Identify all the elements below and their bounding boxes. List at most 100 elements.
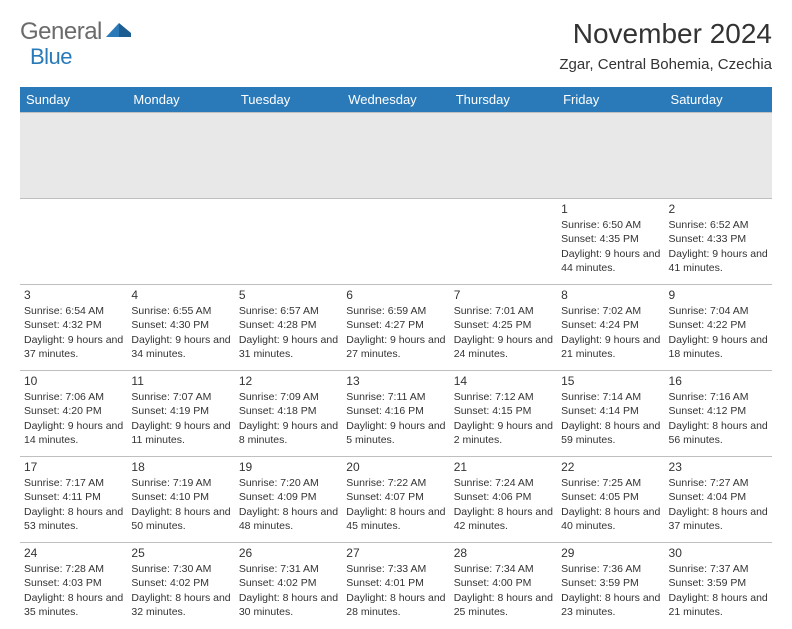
- sunrise-line: Sunrise: 7:34 AM: [454, 562, 553, 576]
- daylight-line: Daylight: 9 hours and 27 minutes.: [346, 333, 445, 361]
- empty-cell: [127, 199, 234, 285]
- sunset-line: Sunset: 4:02 PM: [131, 576, 230, 590]
- sunrise-line: Sunrise: 7:06 AM: [24, 390, 123, 404]
- sunset-line: Sunset: 4:18 PM: [239, 404, 338, 418]
- day-cell: 18Sunrise: 7:19 AMSunset: 4:10 PMDayligh…: [127, 457, 234, 543]
- day-header: Wednesday: [342, 87, 449, 113]
- sunset-line: Sunset: 3:59 PM: [669, 576, 768, 590]
- day-cell: 23Sunrise: 7:27 AMSunset: 4:04 PMDayligh…: [665, 457, 772, 543]
- sunset-line: Sunset: 4:24 PM: [561, 318, 660, 332]
- day-number: 26: [239, 545, 338, 561]
- daylight-line: Daylight: 8 hours and 35 minutes.: [24, 591, 123, 619]
- sunset-line: Sunset: 4:15 PM: [454, 404, 553, 418]
- sunrise-line: Sunrise: 7:17 AM: [24, 476, 123, 490]
- day-cell: 9Sunrise: 7:04 AMSunset: 4:22 PMDaylight…: [665, 285, 772, 371]
- sunset-line: Sunset: 4:33 PM: [669, 232, 768, 246]
- sunrise-line: Sunrise: 6:50 AM: [561, 218, 660, 232]
- day-number: 21: [454, 459, 553, 475]
- sunset-line: Sunset: 4:04 PM: [669, 490, 768, 504]
- sunset-line: Sunset: 4:05 PM: [561, 490, 660, 504]
- sunset-line: Sunset: 4:20 PM: [24, 404, 123, 418]
- daylight-line: Daylight: 8 hours and 37 minutes.: [669, 505, 768, 533]
- day-header: Sunday: [20, 87, 127, 113]
- day-number: 27: [346, 545, 445, 561]
- day-cell: 24Sunrise: 7:28 AMSunset: 4:03 PMDayligh…: [20, 543, 127, 629]
- sunrise-line: Sunrise: 6:54 AM: [24, 304, 123, 318]
- day-cell: 8Sunrise: 7:02 AMSunset: 4:24 PMDaylight…: [557, 285, 664, 371]
- day-number: 17: [24, 459, 123, 475]
- day-number: 9: [669, 287, 768, 303]
- day-cell: 22Sunrise: 7:25 AMSunset: 4:05 PMDayligh…: [557, 457, 664, 543]
- daylight-line: Daylight: 8 hours and 48 minutes.: [239, 505, 338, 533]
- sunset-line: Sunset: 4:19 PM: [131, 404, 230, 418]
- daylight-line: Daylight: 8 hours and 42 minutes.: [454, 505, 553, 533]
- sunrise-line: Sunrise: 7:24 AM: [454, 476, 553, 490]
- day-number: 29: [561, 545, 660, 561]
- day-number: 28: [454, 545, 553, 561]
- day-cell: 2Sunrise: 6:52 AMSunset: 4:33 PMDaylight…: [665, 199, 772, 285]
- sunset-line: Sunset: 4:14 PM: [561, 404, 660, 418]
- sunset-line: Sunset: 4:32 PM: [24, 318, 123, 332]
- sunrise-line: Sunrise: 7:33 AM: [346, 562, 445, 576]
- header: General November 2024 Zgar, Central Bohe…: [20, 18, 772, 73]
- day-number: 10: [24, 373, 123, 389]
- spacer-row: [20, 113, 772, 199]
- day-cell: 12Sunrise: 7:09 AMSunset: 4:18 PMDayligh…: [235, 371, 342, 457]
- week-row: 3Sunrise: 6:54 AMSunset: 4:32 PMDaylight…: [20, 285, 772, 371]
- title-block: November 2024 Zgar, Central Bohemia, Cze…: [559, 18, 772, 73]
- day-cell: 26Sunrise: 7:31 AMSunset: 4:02 PMDayligh…: [235, 543, 342, 629]
- sunset-line: Sunset: 4:28 PM: [239, 318, 338, 332]
- day-cell: 17Sunrise: 7:17 AMSunset: 4:11 PMDayligh…: [20, 457, 127, 543]
- sunrise-line: Sunrise: 7:25 AM: [561, 476, 660, 490]
- day-header: Saturday: [665, 87, 772, 113]
- location-text: Zgar, Central Bohemia, Czechia: [559, 56, 772, 73]
- daylight-line: Daylight: 9 hours and 14 minutes.: [24, 419, 123, 447]
- daylight-line: Daylight: 8 hours and 50 minutes.: [131, 505, 230, 533]
- day-number: 20: [346, 459, 445, 475]
- empty-cell: [20, 199, 127, 285]
- sunset-line: Sunset: 4:06 PM: [454, 490, 553, 504]
- daylight-line: Daylight: 9 hours and 37 minutes.: [24, 333, 123, 361]
- day-cell: 15Sunrise: 7:14 AMSunset: 4:14 PMDayligh…: [557, 371, 664, 457]
- calendar-table: SundayMondayTuesdayWednesdayThursdayFrid…: [20, 87, 772, 629]
- sunset-line: Sunset: 4:27 PM: [346, 318, 445, 332]
- sunset-line: Sunset: 4:10 PM: [131, 490, 230, 504]
- daylight-line: Daylight: 8 hours and 25 minutes.: [454, 591, 553, 619]
- day-number: 13: [346, 373, 445, 389]
- sunrise-line: Sunrise: 7:16 AM: [669, 390, 768, 404]
- day-cell: 7Sunrise: 7:01 AMSunset: 4:25 PMDaylight…: [450, 285, 557, 371]
- day-number: 6: [346, 287, 445, 303]
- calendar-body: 1Sunrise: 6:50 AMSunset: 4:35 PMDaylight…: [20, 113, 772, 629]
- daylight-line: Daylight: 9 hours and 21 minutes.: [561, 333, 660, 361]
- sunrise-line: Sunrise: 7:07 AM: [131, 390, 230, 404]
- day-cell: 1Sunrise: 6:50 AMSunset: 4:35 PMDaylight…: [557, 199, 664, 285]
- sunrise-line: Sunrise: 7:31 AM: [239, 562, 338, 576]
- daylight-line: Daylight: 9 hours and 31 minutes.: [239, 333, 338, 361]
- day-number: 16: [669, 373, 768, 389]
- sunrise-line: Sunrise: 7:37 AM: [669, 562, 768, 576]
- day-number: 18: [131, 459, 230, 475]
- sunset-line: Sunset: 4:11 PM: [24, 490, 123, 504]
- daylight-line: Daylight: 9 hours and 11 minutes.: [131, 419, 230, 447]
- day-number: 1: [561, 201, 660, 217]
- sunset-line: Sunset: 4:02 PM: [239, 576, 338, 590]
- day-number: 30: [669, 545, 768, 561]
- sunrise-line: Sunrise: 7:11 AM: [346, 390, 445, 404]
- day-cell: 13Sunrise: 7:11 AMSunset: 4:16 PMDayligh…: [342, 371, 449, 457]
- empty-cell: [342, 199, 449, 285]
- daylight-line: Daylight: 8 hours and 45 minutes.: [346, 505, 445, 533]
- daylight-line: Daylight: 8 hours and 21 minutes.: [669, 591, 768, 619]
- day-number: 22: [561, 459, 660, 475]
- day-number: 7: [454, 287, 553, 303]
- sunset-line: Sunset: 4:12 PM: [669, 404, 768, 418]
- week-row: 17Sunrise: 7:17 AMSunset: 4:11 PM Dayligh…: [20, 457, 772, 543]
- daylight-line: Daylight: 8 hours and 23 minutes.: [561, 591, 660, 619]
- sunset-line: Sunset: 4:16 PM: [346, 404, 445, 418]
- empty-cell: [450, 199, 557, 285]
- daylight-line: Daylight: 9 hours and 44 minutes.: [561, 247, 660, 275]
- day-number: 3: [24, 287, 123, 303]
- daylight-line: Daylight: 8 hours and 59 minutes.: [561, 419, 660, 447]
- sunset-line: Sunset: 4:03 PM: [24, 576, 123, 590]
- daylight-line: Daylight: 9 hours and 24 minutes.: [454, 333, 553, 361]
- day-cell: 16Sunrise: 7:16 AMSunset: 4:12 PMDayligh…: [665, 371, 772, 457]
